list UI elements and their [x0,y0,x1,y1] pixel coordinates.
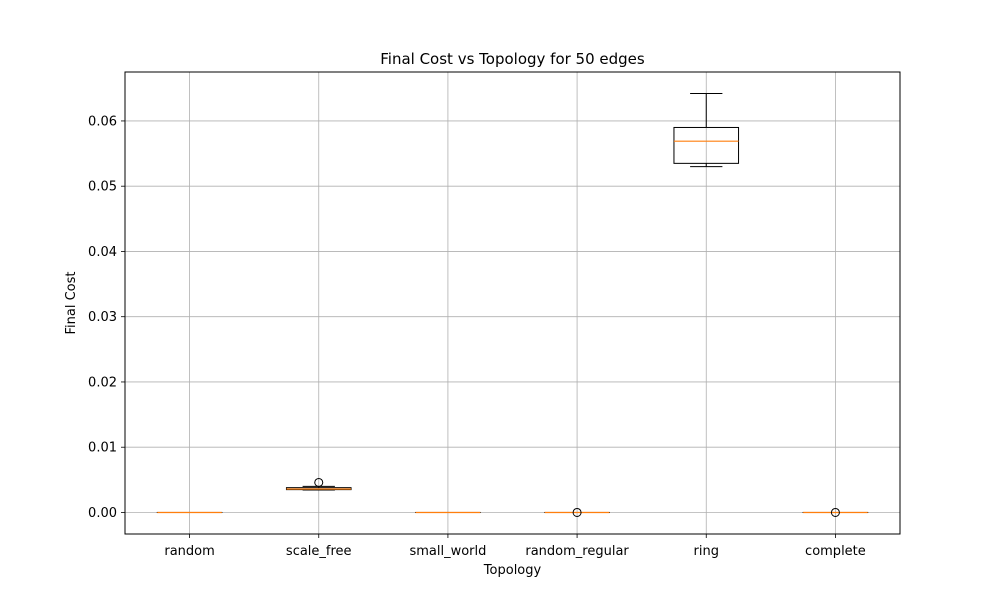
x-tick-label: random_regular [525,544,629,559]
outlier-point [572,507,582,517]
grid-lines [125,72,900,534]
box-complete [802,507,869,517]
y-tick-label: 0.01 [88,441,117,456]
x-tick-label: scale_free [286,544,352,559]
x-tick-label: random [164,544,214,559]
x-tick-label: complete [805,544,866,559]
axis-ticks: 0.00 0.01 0.02 0.03 0.04 0.05 0.06 random scale_… [88,114,866,559]
x-axis-label: Topology [483,563,542,578]
box-ring [673,93,740,168]
box-random_regular [544,507,610,517]
y-tick-label: 0.03 [88,310,117,325]
y-tick-label: 0.05 [88,180,117,195]
outlier-point [830,507,840,517]
x-tick-label: small_world [409,544,486,559]
y-tick-label: 0.06 [88,114,117,129]
y-tick-label: 0.00 [88,506,117,521]
x-tick-label: ring [694,544,719,559]
plot-area-frame [124,71,901,535]
y-tick-label: 0.02 [88,375,117,390]
outlier-point [314,477,324,487]
chart-title: Final Cost vs Topology for 50 edges [380,50,645,68]
box-elements [156,93,869,517]
iqr-box [673,126,740,164]
box-scale_free [285,477,352,491]
y-tick-label: 0.04 [88,245,117,260]
y-axis-label: Final Cost [64,272,79,335]
